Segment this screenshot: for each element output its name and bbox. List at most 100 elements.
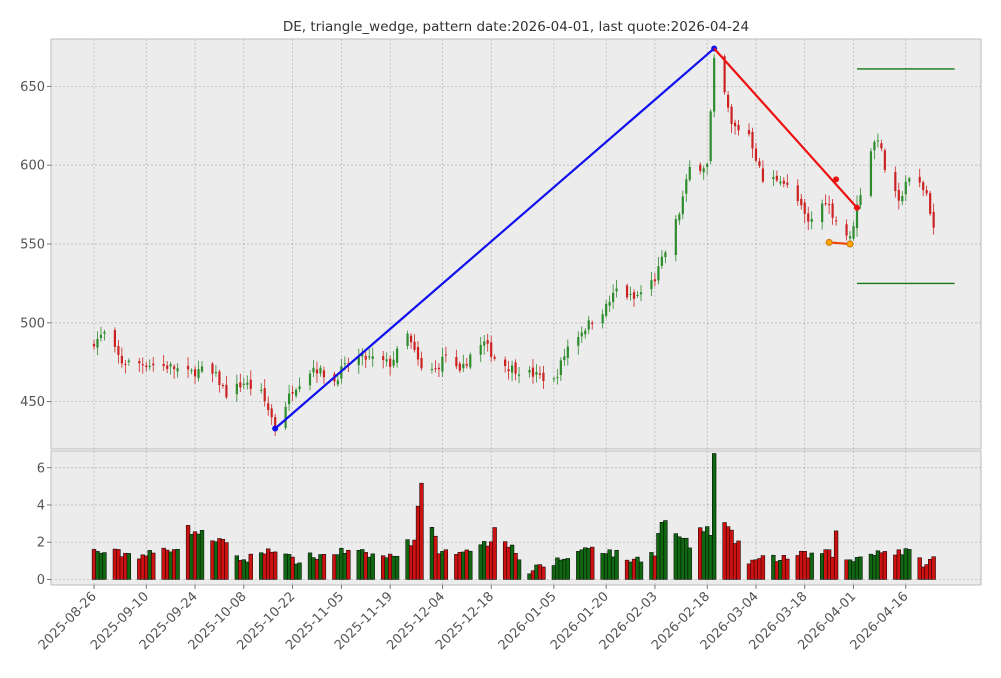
candle-body <box>580 332 583 337</box>
volume-bar <box>917 557 922 580</box>
volume-bar <box>342 553 347 580</box>
volume-tick-label: 4 <box>37 498 45 513</box>
candle-body <box>723 56 726 93</box>
candle-body <box>706 163 709 167</box>
candle-body <box>528 369 531 373</box>
volume-bar <box>457 551 462 580</box>
volume-bar <box>405 539 410 580</box>
candle-body <box>608 301 611 306</box>
pattern-line <box>274 47 715 430</box>
volume-bar <box>112 548 118 580</box>
price-tick-label: 600 <box>20 159 45 174</box>
candle-body <box>834 220 838 222</box>
volume-bar <box>684 537 689 580</box>
candle-body <box>730 106 733 125</box>
candle-body <box>490 342 493 357</box>
volume-bar <box>795 555 800 580</box>
candle-body <box>901 196 904 202</box>
volume-bar <box>293 563 299 580</box>
volume-bar <box>631 558 637 580</box>
price-tick-label: 550 <box>20 238 45 253</box>
candle-body <box>141 364 144 366</box>
volume-bar <box>583 547 588 580</box>
candle-body <box>636 295 639 297</box>
volume-bar <box>436 553 442 580</box>
candle-body <box>772 176 775 180</box>
candle-body <box>929 193 932 214</box>
volume-bar <box>394 555 400 580</box>
candle-body <box>660 256 663 266</box>
candle-body <box>99 334 103 338</box>
candle-body <box>657 266 660 281</box>
volume-bar <box>907 549 912 580</box>
pattern-marker <box>272 425 279 432</box>
volume-bar <box>161 547 166 580</box>
volume-bar <box>234 555 239 580</box>
volume-bar <box>123 552 128 580</box>
volume-bar <box>513 553 518 580</box>
volume-tick-label: 0 <box>37 573 45 588</box>
candle-body <box>364 355 367 360</box>
candle-body <box>591 322 594 325</box>
candle-body <box>368 356 371 358</box>
volume-bar <box>844 559 849 580</box>
candle-body <box>493 356 496 359</box>
candle-body <box>831 203 834 218</box>
candle-body <box>932 211 935 228</box>
volume-bar <box>541 566 546 580</box>
candle-body <box>343 363 346 365</box>
candle-body <box>559 360 562 376</box>
volume-bar <box>638 561 644 580</box>
volume-bar <box>269 551 274 580</box>
candle-body <box>761 168 765 182</box>
volume-bar <box>722 522 727 580</box>
volume-bar <box>774 561 780 580</box>
candle-body <box>396 348 399 363</box>
volume-bar <box>833 530 839 580</box>
candle-body <box>406 333 409 347</box>
volume-bar <box>614 550 619 580</box>
volume-bar <box>412 539 417 580</box>
candle-body <box>782 180 785 184</box>
volume-bar <box>116 549 121 580</box>
candle-body <box>294 389 298 396</box>
candle-body <box>249 379 252 389</box>
candle-body <box>758 161 761 167</box>
volume-bar <box>137 558 142 580</box>
price-tick-label: 650 <box>20 80 45 95</box>
candle-body <box>166 365 169 369</box>
volume-bar <box>781 555 786 580</box>
volume-bar <box>262 553 267 580</box>
candle-body <box>779 181 782 184</box>
volume-bar <box>307 552 313 580</box>
candle-body <box>918 176 921 183</box>
candle-body <box>124 363 127 365</box>
volume-bar <box>555 557 560 580</box>
volume-bar <box>537 564 543 580</box>
volume-bar <box>882 551 888 580</box>
candle-body <box>775 175 778 181</box>
candle-body <box>504 359 507 367</box>
pattern-marker <box>825 238 833 246</box>
volume-bar <box>931 556 936 580</box>
candle-body <box>848 236 852 239</box>
volume-bar <box>433 535 438 580</box>
candle-body <box>538 373 542 375</box>
volume-bar <box>318 554 323 580</box>
candle-body <box>908 178 911 182</box>
candle-body <box>246 382 249 385</box>
volume-bar <box>189 534 194 580</box>
candle-body <box>312 367 315 373</box>
volume-bar <box>192 531 198 580</box>
candle-body <box>298 386 301 390</box>
volume-bar <box>534 564 539 580</box>
candle-body <box>127 360 130 363</box>
candle-body <box>462 363 465 369</box>
candle-body <box>685 179 688 194</box>
candle-body <box>880 143 883 149</box>
candle-body <box>747 130 751 135</box>
candle-body <box>357 355 360 366</box>
volume-bar <box>259 552 264 580</box>
volume-bar <box>311 557 316 580</box>
candle-body <box>430 369 434 371</box>
